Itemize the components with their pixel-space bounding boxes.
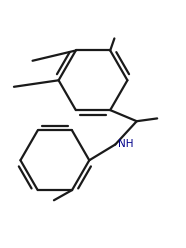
Text: NH: NH — [118, 139, 134, 149]
